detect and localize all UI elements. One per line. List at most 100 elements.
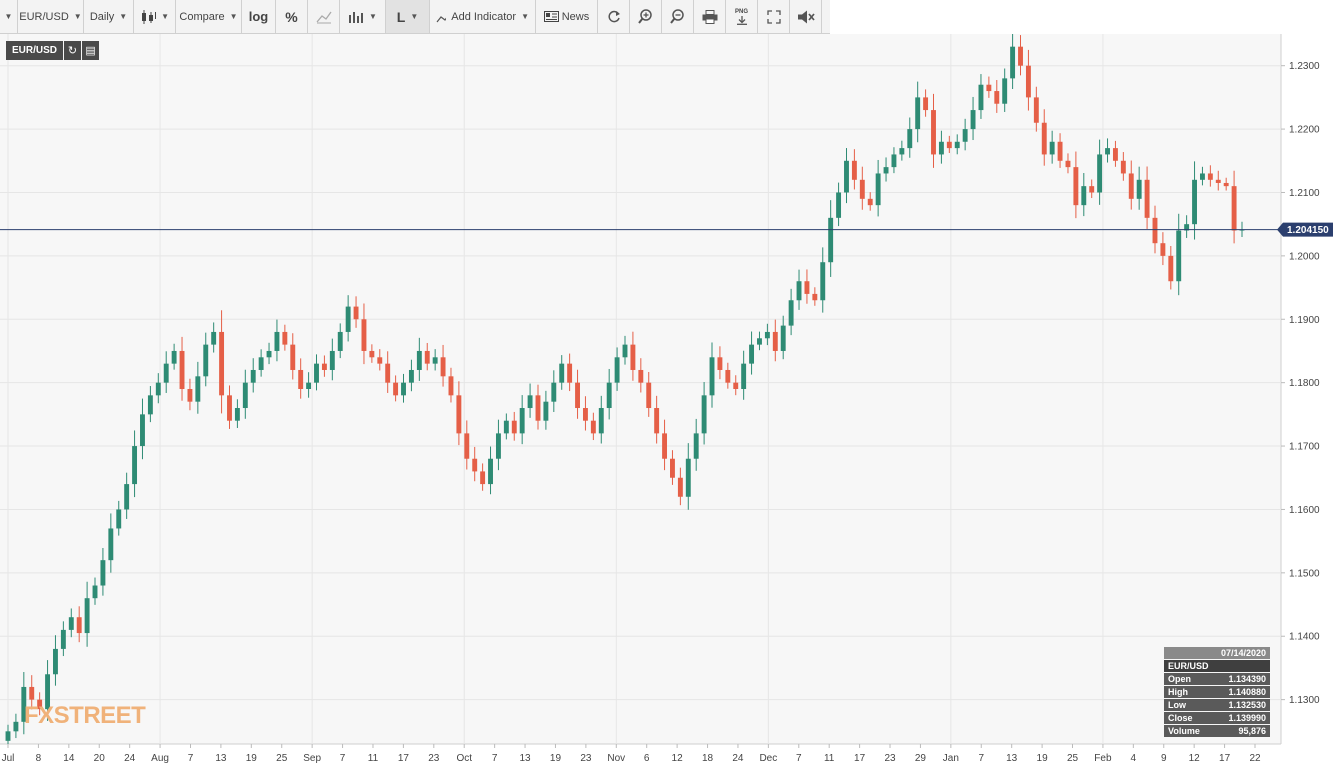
candle-body [187,389,193,402]
compare-dropdown[interactable]: Compare ▼ [176,0,242,33]
candle-body [804,281,810,294]
print-button[interactable] [694,0,726,33]
zoom-out-icon [670,9,684,24]
candle-body [1160,243,1166,256]
x-tick-label: 8 [36,753,42,764]
percent-button[interactable]: % [276,0,308,33]
grid [0,34,1281,744]
x-tick-label: 17 [1219,753,1231,764]
print-icon [702,9,717,24]
candle-body [488,458,493,485]
x-tick-label: 7 [188,753,194,764]
candle-body [84,598,90,634]
candle-body [1152,217,1158,244]
info-value: 1.139990 [1228,713,1266,723]
candle-body [116,509,122,529]
candle-body [68,617,74,630]
candle-body [393,382,399,396]
candle-body [946,141,952,149]
candle-body [1002,78,1008,104]
candle-body [385,363,391,383]
png-download-button[interactable]: PNG [726,0,758,33]
candle-body [859,179,865,199]
candle-body [377,357,383,364]
indicator-icon [436,15,447,22]
candle-body [314,363,319,383]
info-row-high: High 1.140880 [1164,686,1270,698]
news-button[interactable]: News [536,0,598,33]
candle-body [701,395,707,434]
download-icon [736,15,747,25]
candle-body [408,369,414,383]
chevron-down-icon: ▼ [73,12,82,21]
x-tick-label: 12 [1189,753,1201,764]
drawing-tool-button[interactable] [308,0,340,33]
candle-body [1025,65,1031,98]
x-tick-label: 17 [398,753,410,764]
add-indicator-label: Add Indicator [451,10,517,23]
candle-body [258,357,264,370]
fullscreen-button[interactable] [758,0,790,33]
price-chart[interactable]: 1.2300 1.2200 1.2100 1.2000 1.1900 1.1800 1.17… [0,33,1333,776]
candle-body [986,84,992,92]
candle-body [883,167,889,174]
symbol-label: EUR/USD [19,10,69,23]
symbol-dropdown[interactable]: EUR/USD ▼ [18,0,84,33]
x-tick-label: 13 [1006,753,1018,764]
x-tick-label: 25 [276,753,288,764]
candle-body [662,433,668,459]
log-button[interactable]: log [242,0,276,33]
info-value: 1.134390 [1228,674,1266,684]
refresh-button[interactable] [598,0,630,33]
chart-type-dropdown[interactable]: ▼ [134,0,176,33]
candlestick-chart[interactable]: 1.2300 1.2200 1.2100 1.2000 1.1900 1.1800 1.17… [0,33,1333,776]
toolbar-menu-button[interactable]: ▼ [0,0,18,33]
info-label: Open [1168,674,1192,684]
info-label: High [1168,687,1188,697]
candle-body [1010,46,1016,79]
x-tick-label: 7 [978,753,984,764]
candle-body [875,173,881,206]
calendar-icon[interactable]: ▤ [82,41,100,60]
ohlc-info-box: 07/14/2020 EUR/USD Open 1.134390 High 1.14… [1164,647,1270,738]
candle-body [567,363,573,383]
x-tick-label: 7 [340,753,346,764]
zoom-out-button[interactable] [662,0,694,33]
interval-dropdown[interactable]: Daily ▼ [84,0,134,33]
candle-body [962,129,968,142]
candle-body [1192,179,1197,225]
candle-body [582,408,588,421]
add-indicator-dropdown[interactable]: Add Indicator ▼ [430,0,536,33]
candle-body [590,420,596,434]
x-tick-label: Sep [303,753,321,764]
line-mode-dropdown[interactable]: L ▼ [386,0,430,33]
candle-body [234,408,240,421]
candle-body [1089,186,1095,193]
x-tick-label: 19 [1037,753,1049,764]
chevron-down-icon: ▼ [119,12,128,21]
x-tick-label: Aug [151,753,169,764]
candle-body [685,458,691,497]
info-date-row: 07/14/2020 [1164,647,1270,659]
candle-body [1049,141,1055,155]
y-tick-label: 1.2100 [1289,188,1320,199]
volume-dropdown[interactable]: ▼ [340,0,386,33]
x-tick-label: 24 [124,753,136,764]
zoom-in-button[interactable] [630,0,662,33]
reload-icon[interactable]: ↻ [64,41,82,60]
candle-body [1120,160,1126,174]
x-tick-label: 6 [644,753,650,764]
x-tick-label: 18 [702,753,714,764]
x-tick-label: 19 [246,753,258,764]
candle-body [329,350,335,370]
candle-body [1207,173,1213,180]
news-label: News [561,10,590,23]
candle-body [227,395,232,421]
candle-body [1176,230,1182,282]
candle-body [851,160,857,180]
mute-button[interactable] [790,0,822,33]
candle-body [45,674,51,710]
x-tick-label: 25 [1067,753,1079,764]
y-tick-label: 1.1900 [1289,315,1320,326]
y-axis-panel [1281,34,1333,776]
